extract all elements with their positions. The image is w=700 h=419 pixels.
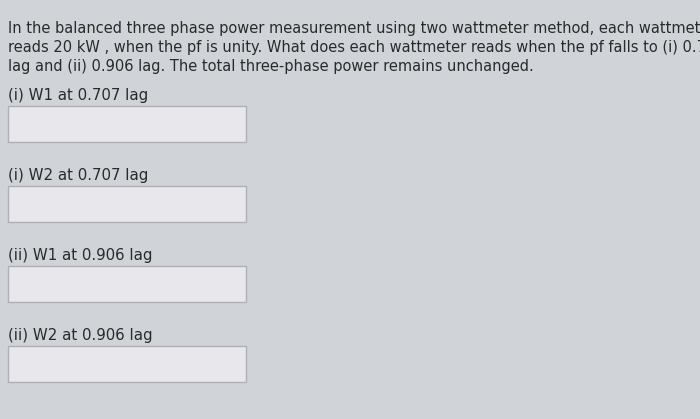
Text: (i) W1 at 0.707 lag: (i) W1 at 0.707 lag	[8, 88, 148, 103]
FancyBboxPatch shape	[8, 106, 246, 142]
Text: (ii) W1 at 0.906 lag: (ii) W1 at 0.906 lag	[8, 248, 153, 263]
FancyBboxPatch shape	[8, 266, 246, 302]
Text: (ii) W2 at 0.906 lag: (ii) W2 at 0.906 lag	[8, 328, 153, 343]
Text: reads 20 kW , when the pf is unity. What does each wattmeter reads when the pf f: reads 20 kW , when the pf is unity. What…	[8, 40, 700, 55]
Text: In the balanced three phase power measurement using two wattmeter method, each w: In the balanced three phase power measur…	[8, 21, 700, 36]
FancyBboxPatch shape	[8, 186, 246, 222]
FancyBboxPatch shape	[8, 346, 246, 382]
Text: (i) W2 at 0.707 lag: (i) W2 at 0.707 lag	[8, 168, 148, 183]
Text: lag and (ii) 0.906 lag. The total three-phase power remains unchanged.: lag and (ii) 0.906 lag. The total three-…	[8, 59, 533, 74]
